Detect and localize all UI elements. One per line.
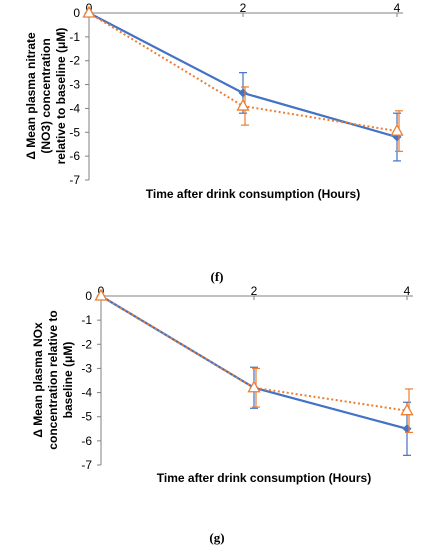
y-axis-label: Δ Mean plasma nitrate(NO3) concentration…: [24, 28, 68, 165]
y-axis-label-line: concentration relative to: [46, 310, 60, 449]
x-axis-label: Time after drink consumption (Hours): [146, 187, 360, 201]
series-line: [88, 12, 398, 133]
series-line: [100, 295, 408, 430]
series-line: [100, 295, 408, 412]
y-tick-label: -5: [69, 125, 80, 139]
y-axis-label-line: Δ Mean plasma NOx: [31, 322, 45, 438]
x-tick-label: 4: [394, 1, 401, 15]
y-tick-label: -4: [69, 101, 80, 115]
y-tick-label: -2: [81, 337, 92, 351]
data-point-triangle: [390, 123, 404, 136]
y-axis-label-line: (NO3) concentration: [39, 38, 53, 153]
data-point-diamond: [238, 88, 248, 98]
y-tick-label: -3: [81, 361, 92, 375]
x-tick-label: 2: [240, 1, 247, 15]
y-tick-label: 0: [85, 289, 92, 303]
panel-label: (f): [211, 269, 224, 284]
y-axis-label-line: relative to baseline (μM): [54, 28, 68, 165]
y-tick-label: -3: [69, 78, 80, 92]
data-point-triangle: [82, 5, 96, 18]
y-tick-label: -1: [69, 30, 80, 44]
y-tick-label: -7: [69, 173, 80, 187]
y-axis-label: Δ Mean plasma NOxconcentration relative …: [31, 310, 75, 449]
data-point-triangle: [94, 288, 108, 301]
y-tick-label: -6: [69, 149, 80, 163]
y-tick-label: -7: [81, 458, 92, 472]
y-tick-label: -5: [81, 410, 92, 424]
x-tick-label: 4: [404, 284, 411, 298]
data-point-triangle: [400, 403, 414, 416]
data-point-triangle: [236, 98, 250, 111]
y-tick-label: 0: [73, 6, 80, 20]
y-tick-label: -2: [69, 54, 80, 68]
y-tick-label: -4: [81, 386, 92, 400]
chart-g: 0-1-2-3-4-5-6-7024Δ Mean plasma NOxconce…: [31, 284, 414, 545]
y-tick-label: -1: [81, 313, 92, 327]
y-axis-label-line: Δ Mean plasma nitrate: [24, 32, 38, 160]
chart-f: 0-1-2-3-4-5-6-7024Δ Mean plasma nitrate(…: [24, 1, 404, 284]
panel-label: (g): [209, 530, 224, 545]
y-axis-label-line: baseline (μM): [61, 342, 75, 419]
x-tick-label: 2: [251, 284, 258, 298]
x-axis-label: Time after drink consumption (Hours): [157, 471, 371, 485]
data-point-triangle: [247, 380, 261, 393]
y-tick-label: -6: [81, 434, 92, 448]
